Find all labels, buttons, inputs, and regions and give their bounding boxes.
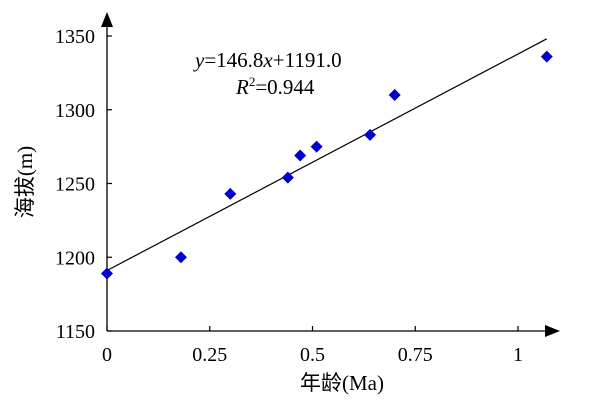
- x-tick-label: 0.75: [398, 344, 433, 366]
- trendline: [106, 38, 548, 272]
- data-points: [101, 50, 553, 280]
- data-point: [101, 267, 113, 280]
- data-point: [310, 140, 323, 153]
- x-tick-label: 0.5: [300, 344, 325, 366]
- y-tick-label: 1150: [56, 321, 95, 343]
- trendline-group: [106, 38, 548, 272]
- data-point: [388, 89, 401, 101]
- y-tick-label: 1250: [55, 174, 95, 196]
- y-tick-label: 1350: [55, 26, 95, 48]
- x-tick-label: 0: [102, 344, 112, 366]
- y-tick-label: 1300: [55, 100, 95, 122]
- x-axis-title: 年龄(Ma): [300, 371, 384, 395]
- trendline-equation: y=146.8x+1191.0: [193, 48, 342, 72]
- data-point: [364, 128, 377, 141]
- y-axis-arrow: [101, 12, 113, 27]
- r-squared-label: R2=0.944: [235, 74, 315, 99]
- data-point: [281, 171, 294, 184]
- y-tick-label: 1200: [55, 247, 95, 269]
- x-ticks: 0 0.25 0.5 0.75 1: [102, 326, 523, 366]
- data-point: [540, 50, 553, 63]
- data-point: [294, 149, 307, 162]
- x-tick-label: 0.25: [192, 344, 227, 366]
- x-tick-label: 1: [513, 344, 523, 366]
- y-axis-title: 海拔(m): [13, 146, 37, 218]
- axes: [101, 12, 560, 337]
- x-axis-arrow: [545, 325, 560, 337]
- data-point: [174, 251, 187, 264]
- y-ticks: 1150 1200 1250 1300 1350: [55, 26, 112, 343]
- data-point: [224, 187, 237, 200]
